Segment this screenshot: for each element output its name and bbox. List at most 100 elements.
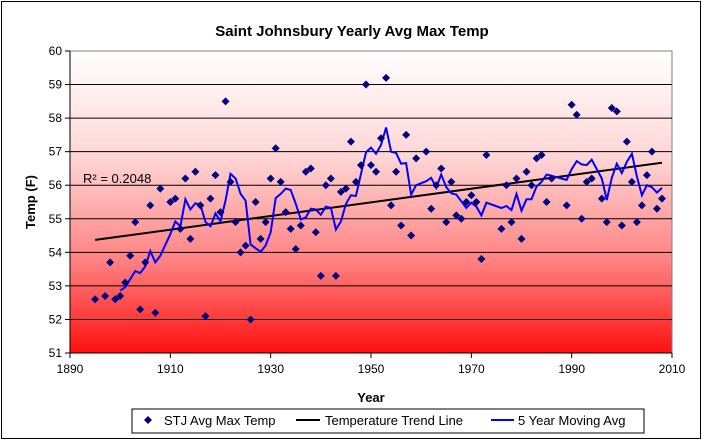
data-point bbox=[231, 218, 240, 227]
data-point bbox=[652, 204, 661, 213]
data-point bbox=[116, 291, 125, 300]
data-point bbox=[286, 224, 295, 233]
data-point bbox=[246, 315, 255, 324]
data-point bbox=[266, 174, 275, 183]
y-tick-label: 60 bbox=[49, 44, 63, 58]
data-point bbox=[507, 218, 516, 227]
data-point bbox=[181, 174, 190, 183]
data-point bbox=[316, 271, 325, 280]
data-point bbox=[532, 154, 541, 163]
data-point bbox=[617, 221, 626, 230]
x-tick-label: 1910 bbox=[157, 362, 184, 376]
legend-marker-points bbox=[144, 416, 152, 424]
data-point bbox=[462, 198, 471, 206]
data-point bbox=[151, 308, 160, 317]
data-point bbox=[141, 258, 150, 267]
data-point bbox=[121, 278, 130, 287]
y-tick-label: 54 bbox=[49, 245, 63, 259]
data-point bbox=[186, 234, 195, 243]
data-point bbox=[477, 255, 486, 264]
data-point bbox=[346, 137, 355, 146]
data-point bbox=[146, 201, 155, 210]
data-point bbox=[412, 154, 421, 163]
data-point bbox=[236, 248, 245, 257]
data-point bbox=[622, 137, 631, 146]
data-point bbox=[517, 234, 526, 243]
x-axis-label: Year bbox=[357, 390, 384, 405]
data-point bbox=[522, 167, 531, 176]
data-point bbox=[261, 218, 270, 227]
data-point bbox=[196, 201, 205, 210]
data-point bbox=[567, 100, 576, 109]
data-point bbox=[367, 161, 375, 170]
y-tick-label: 53 bbox=[49, 279, 63, 293]
data-point bbox=[467, 191, 476, 200]
data-point bbox=[372, 167, 381, 176]
data-point bbox=[296, 221, 305, 230]
data-point bbox=[527, 181, 536, 190]
data-point bbox=[647, 147, 656, 156]
data-point bbox=[221, 97, 230, 106]
data-point bbox=[101, 291, 110, 300]
y-tick-label: 51 bbox=[49, 346, 63, 360]
y-tick-label: 59 bbox=[49, 78, 63, 92]
data-point bbox=[191, 167, 200, 176]
data-point bbox=[341, 184, 350, 193]
data-point bbox=[632, 218, 641, 227]
data-point bbox=[166, 198, 175, 206]
data-point bbox=[331, 271, 340, 280]
data-point bbox=[301, 167, 310, 176]
data-point bbox=[136, 305, 145, 314]
data-point bbox=[597, 194, 606, 203]
data-point bbox=[502, 181, 511, 190]
data-point bbox=[201, 312, 210, 321]
data-point bbox=[156, 184, 165, 193]
data-point bbox=[482, 151, 491, 160]
x-tick-label: 2010 bbox=[659, 362, 686, 376]
x-tick-label: 1890 bbox=[57, 362, 84, 376]
data-point bbox=[226, 177, 235, 186]
data-point bbox=[427, 204, 436, 213]
data-point bbox=[392, 167, 401, 176]
data-point bbox=[547, 174, 556, 183]
data-point bbox=[397, 221, 406, 230]
data-point bbox=[537, 151, 546, 160]
data-point bbox=[171, 194, 180, 203]
data-point bbox=[612, 107, 621, 116]
data-point bbox=[402, 130, 411, 139]
x-tick-label: 1930 bbox=[257, 362, 284, 376]
data-point bbox=[512, 174, 521, 183]
legend-box bbox=[131, 408, 645, 434]
data-point bbox=[126, 251, 135, 260]
data-point bbox=[336, 187, 345, 196]
legend: STJ Avg Max Temp Temperature Trend Line … bbox=[131, 408, 645, 434]
data-point bbox=[437, 164, 446, 173]
data-point bbox=[211, 171, 220, 180]
data-point bbox=[131, 218, 140, 227]
data-point bbox=[407, 231, 416, 240]
data-point bbox=[276, 177, 285, 186]
legend-label-moving-avg: 5 Year Moving Avg bbox=[518, 413, 625, 428]
data-point bbox=[241, 241, 250, 250]
data-point bbox=[321, 181, 330, 190]
data-point bbox=[256, 234, 265, 243]
data-point bbox=[291, 244, 300, 253]
y-tick-label: 56 bbox=[49, 178, 63, 192]
y-tick-label: 57 bbox=[49, 145, 63, 159]
data-point bbox=[281, 208, 290, 217]
data-point bbox=[106, 258, 115, 267]
data-point bbox=[351, 177, 360, 186]
data-point bbox=[377, 134, 386, 143]
data-point bbox=[452, 211, 461, 220]
data-point bbox=[432, 181, 441, 190]
data-point bbox=[542, 198, 551, 206]
data-point bbox=[602, 218, 611, 227]
data-point bbox=[627, 177, 636, 186]
chart-title: Saint Johnsbury Yearly Avg Max Temp bbox=[215, 23, 488, 40]
data-point bbox=[361, 80, 370, 89]
data-point bbox=[206, 194, 215, 203]
y-tick-label: 55 bbox=[49, 212, 63, 226]
data-point bbox=[497, 224, 506, 233]
